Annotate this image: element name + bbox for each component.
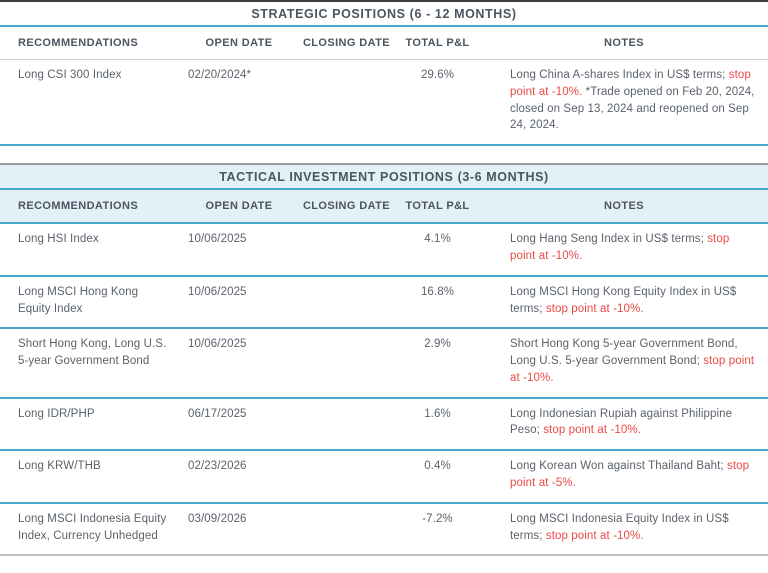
recommendation-cell: Long HSI Index [0,223,180,276]
closing-date-cell [298,397,395,451]
section-tactical-positions: TACTICAL INVESTMENT POSITIONS (3-6 MONTH… [0,163,768,556]
section-strategic-positions: STRATEGIC POSITIONS (6 - 12 MONTHS) RECO… [0,0,768,146]
closing-date-cell [298,275,395,329]
positions-report: STRATEGIC POSITIONS (6 - 12 MONTHS) RECO… [0,0,768,557]
positions-table: TACTICAL INVESTMENT POSITIONS (3-6 MONTH… [0,163,768,556]
section-title-row: TACTICAL INVESTMENT POSITIONS (3-6 MONTH… [0,163,768,191]
column-header-row: RECOMMENDATIONS OPEN DATE CLOSING DATE TOTA… [0,189,768,225]
column-header-4: NOTES [480,189,768,225]
notes-cell: Short Hong Kong 5-year Government Bond, … [480,328,768,398]
stop-point-text: stop point at -10%. [543,424,641,437]
note-text: Long Korean Won against Thailand Baht; [510,460,728,473]
column-header-0: RECOMMENDATIONS [0,26,180,61]
recommendation-cell: Long MSCI Indonesia Equity Index, Curren… [0,502,180,556]
closing-date-cell [298,502,395,556]
column-header-3: TOTAL P&L [395,189,480,225]
open-date-cell: 10/06/2025 [180,328,298,398]
note-text: Long MSCI Hong Kong Equity Index in US$ … [510,285,737,315]
notes-cell: Long Korean Won against Thailand Baht; s… [480,450,768,503]
open-date-cell: 03/09/2026 [180,502,298,556]
column-header-2: CLOSING DATE [298,26,395,61]
stop-point-text: stop point at -10%. [545,302,644,315]
recommendation-cell: Long IDR/PHP [0,397,180,451]
open-date-cell: 10/06/2025 [180,223,298,276]
open-date-cell: 06/17/2025 [180,397,298,451]
section-title: TACTICAL INVESTMENT POSITIONS (3-6 MONTH… [0,163,768,191]
column-header-4: NOTES [480,26,768,61]
note-text: Short Hong Kong 5-year Government Bond, … [510,338,738,368]
position-row: Long MSCI Indonesia Equity Index, Curren… [0,502,768,556]
notes-cell: Long Hang Seng Index in US$ terms; stop … [480,223,768,276]
position-row: Long HSI Index 10/06/2025 4.1% Long Hang Se… [0,223,768,276]
recommendation-cell: Short Hong Kong, Long U.S. 5-year Govern… [0,328,180,398]
section-title-row: STRATEGIC POSITIONS (6 - 12 MONTHS) [0,0,768,27]
open-date-cell: 10/06/2025 [180,275,298,329]
notes-cell: Long MSCI Hong Kong Equity Index in US$ … [480,275,768,329]
positions-body: Long HSI Index 10/06/2025 4.1% Long Hang Se… [0,223,768,556]
column-header-0: RECOMMENDATIONS [0,189,180,225]
note-text: Long Hang Seng Index in US$ terms; [510,233,708,246]
closing-date-cell [298,59,395,146]
closing-date-cell [298,223,395,276]
recommendation-cell: Long CSI 300 Index [0,59,180,146]
stop-point-text: stop point at -10%. [510,355,755,384]
position-row: Long MSCI Hong Kong Equity Index 10/06/20… [0,275,768,329]
closing-date-cell [298,450,395,503]
stop-point-text: stop point at -10%. [545,529,644,542]
stop-point-text: stop point at -10%. [510,69,751,98]
total-pl-cell: 2.9% [395,328,480,398]
positions-table: STRATEGIC POSITIONS (6 - 12 MONTHS) RECO… [0,0,768,146]
total-pl-cell: 0.4% [395,450,480,503]
note-text: *Trade opened on Feb 20, 2024, closed on… [510,85,755,132]
stop-point-text: stop point at -10%. [510,233,730,262]
column-header-1: OPEN DATE [180,189,298,225]
column-header-3: TOTAL P&L [395,26,480,61]
position-row: Long IDR/PHP 06/17/2025 1.6% Long Indonesia… [0,397,768,451]
total-pl-cell: -7.2% [395,502,480,556]
stop-point-text: stop point at -5%. [510,460,750,490]
open-date-cell: 02/20/2024* [180,59,298,146]
note-text: Long China A-shares Index in US$ terms; [510,69,729,82]
column-header-1: OPEN DATE [180,26,298,61]
total-pl-cell: 16.8% [395,275,480,329]
position-row: Long CSI 300 Index 02/20/2024* 29.6% Long C… [0,59,768,146]
total-pl-cell: 29.6% [395,59,480,146]
total-pl-cell: 1.6% [395,397,480,451]
note-text: Long Indonesian Rupiah against Philippin… [510,407,733,437]
notes-cell: Long MSCI Indonesia Equity Index in US$ … [480,502,768,556]
recommendation-cell: Long MSCI Hong Kong Equity Index [0,275,180,329]
total-pl-cell: 4.1% [395,223,480,276]
column-header-2: CLOSING DATE [298,189,395,225]
closing-date-cell [298,328,395,398]
position-row: Short Hong Kong, Long U.S. 5-year Govern… [0,328,768,398]
position-row: Long KRW/THB 02/23/2026 0.4% Long Korean Wo… [0,450,768,503]
column-header-row: RECOMMENDATIONS OPEN DATE CLOSING DATE TOTA… [0,26,768,61]
positions-body: Long CSI 300 Index 02/20/2024* 29.6% Long C… [0,59,768,146]
section-title: STRATEGIC POSITIONS (6 - 12 MONTHS) [0,0,768,27]
notes-cell: Long China A-shares Index in US$ terms; … [480,59,768,146]
recommendation-cell: Long KRW/THB [0,450,180,503]
open-date-cell: 02/23/2026 [180,450,298,503]
notes-cell: Long Indonesian Rupiah against Philippin… [480,397,768,451]
